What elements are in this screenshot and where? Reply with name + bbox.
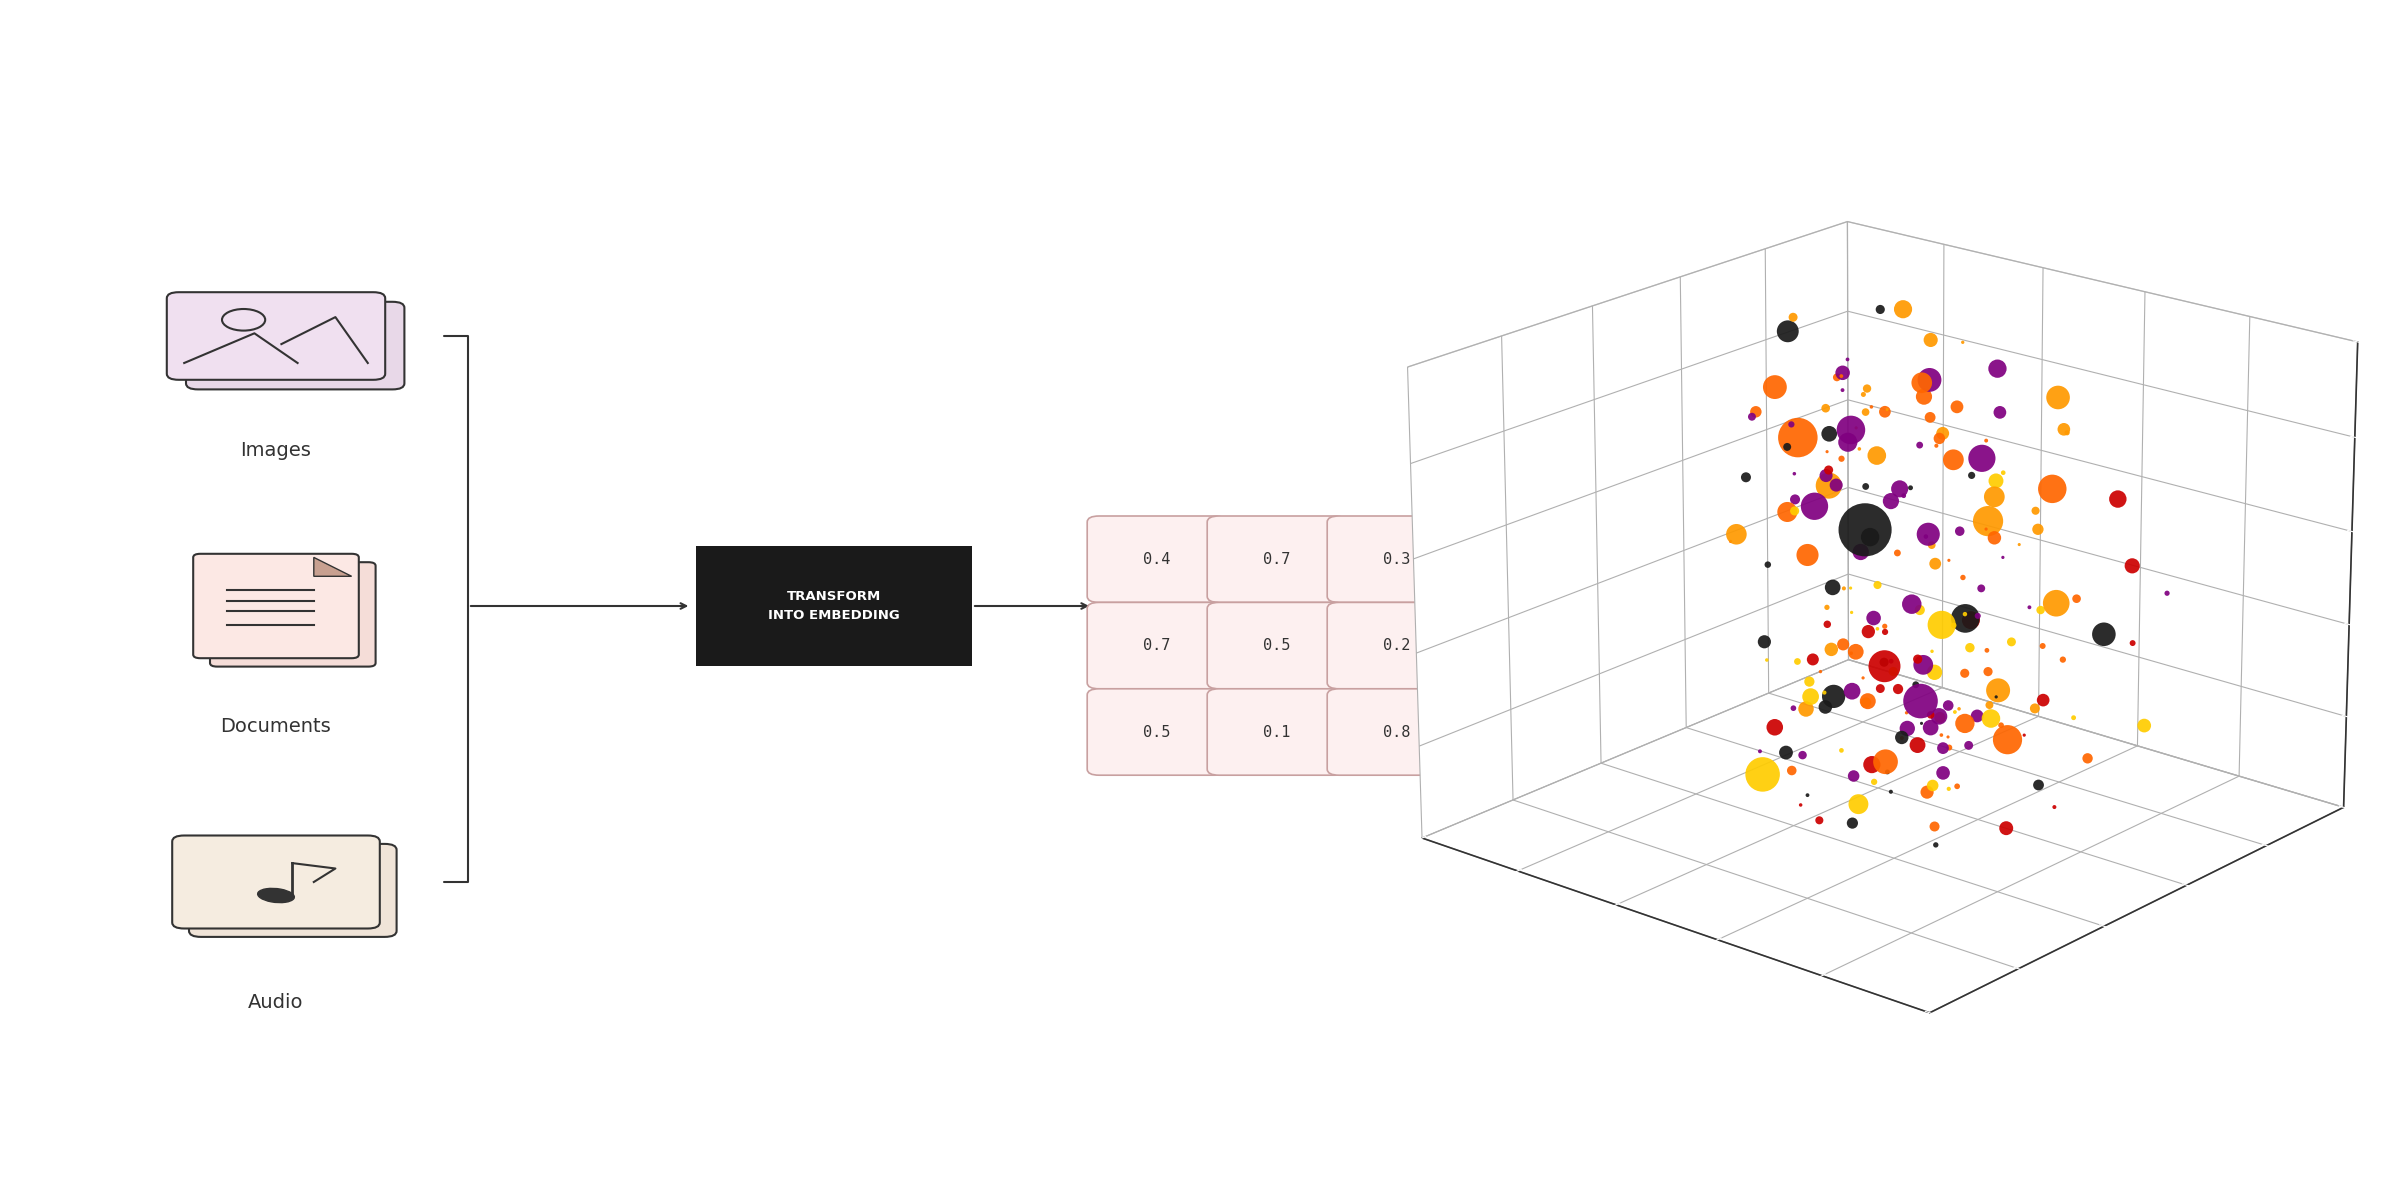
FancyBboxPatch shape: [1447, 602, 1586, 689]
FancyBboxPatch shape: [1327, 689, 1466, 775]
FancyBboxPatch shape: [1327, 602, 1466, 689]
Text: 0.3: 0.3: [1382, 552, 1411, 566]
FancyBboxPatch shape: [696, 546, 972, 666]
Ellipse shape: [257, 888, 295, 902]
Text: Audio: Audio: [247, 992, 305, 1012]
Text: TRANSFORM
INTO EMBEDDING: TRANSFORM INTO EMBEDDING: [768, 590, 900, 622]
Text: 0.8: 0.8: [1382, 725, 1411, 739]
FancyBboxPatch shape: [1207, 602, 1346, 689]
Text: 0.2: 0.2: [1382, 638, 1411, 653]
FancyBboxPatch shape: [187, 302, 406, 389]
FancyBboxPatch shape: [211, 562, 377, 667]
FancyBboxPatch shape: [1207, 689, 1346, 775]
Text: ...: ...: [1502, 552, 1531, 566]
Text: 0.5: 0.5: [1262, 638, 1291, 653]
FancyBboxPatch shape: [190, 844, 396, 937]
Text: Documents: Documents: [221, 716, 331, 736]
FancyBboxPatch shape: [1087, 689, 1226, 775]
Text: Images: Images: [240, 440, 312, 460]
FancyBboxPatch shape: [1087, 516, 1226, 602]
Text: ...: ...: [1502, 638, 1531, 653]
FancyBboxPatch shape: [1087, 602, 1226, 689]
Text: ...: ...: [1502, 725, 1531, 739]
FancyBboxPatch shape: [1447, 516, 1586, 602]
FancyBboxPatch shape: [173, 835, 379, 929]
FancyBboxPatch shape: [1447, 689, 1586, 775]
FancyBboxPatch shape: [1207, 516, 1346, 602]
Text: 0.7: 0.7: [1142, 638, 1171, 653]
FancyBboxPatch shape: [168, 292, 384, 379]
Text: 0.4: 0.4: [1142, 552, 1171, 566]
FancyBboxPatch shape: [1327, 516, 1466, 602]
Text: 0.1: 0.1: [1262, 725, 1291, 739]
Polygon shape: [314, 557, 353, 576]
Text: 0.5: 0.5: [1142, 725, 1171, 739]
FancyBboxPatch shape: [194, 554, 360, 658]
Text: 0.7: 0.7: [1262, 552, 1291, 566]
